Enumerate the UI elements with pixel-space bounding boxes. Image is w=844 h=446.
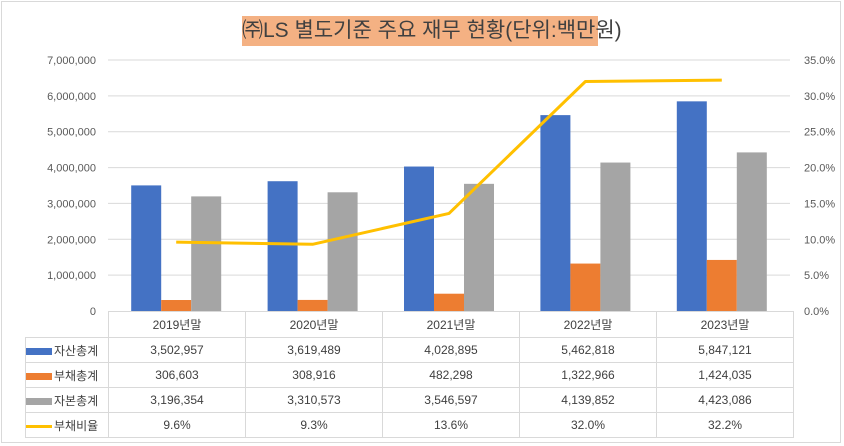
line-부채비율 xyxy=(176,78,722,246)
table-row: 자본총계 3,196,354 3,310,573 3,546,597 4,139,852… xyxy=(25,387,794,413)
y-left-tick-label: 3,000,000 xyxy=(47,198,96,210)
data-cell: 13.6% xyxy=(382,412,520,438)
y-left-tick-label: 6,000,000 xyxy=(47,91,96,103)
series-name: 부채비율 xyxy=(54,418,99,433)
legend-key-icon xyxy=(26,372,52,380)
y-right-tick-label: 35.0% xyxy=(804,55,835,67)
legend-cell: 자본총계 xyxy=(25,387,109,413)
legend-key-icon xyxy=(26,347,52,355)
y-right-tick-label: 30.0% xyxy=(804,91,835,103)
series-name: 자본총계 xyxy=(54,393,99,408)
data-cell: 1,424,035 xyxy=(656,362,794,388)
y-right-tick-label: 5.0% xyxy=(804,270,829,282)
y-right-tick-label: 15.0% xyxy=(804,198,835,210)
category-label: 2019년말 xyxy=(108,311,246,338)
data-cell: 4,139,852 xyxy=(519,387,657,413)
data-cell: 3,310,573 xyxy=(245,387,383,413)
data-cell: 482,298 xyxy=(382,362,520,388)
legend-key-icon xyxy=(26,424,52,428)
y-right-tick-label: 20.0% xyxy=(804,163,835,175)
bar-부채총계 xyxy=(297,299,328,311)
y-left-tick-label: 1,000,000 xyxy=(47,270,96,282)
bar-자산총계 xyxy=(540,115,571,311)
category-label: 2020년말 xyxy=(245,311,383,338)
table-row: 자산총계 3,502,957 3,619,489 4,028,895 5,462,818… xyxy=(25,337,794,363)
data-cell: 4,028,895 xyxy=(382,337,520,363)
category-label: 2022년말 xyxy=(519,311,657,338)
series-name: 자산총계 xyxy=(54,343,99,358)
legend-cell: 부채비율 xyxy=(25,412,109,438)
data-cell: 3,196,354 xyxy=(108,387,246,413)
data-cell: 32.0% xyxy=(519,412,657,438)
y-left-tick-label: 7,000,000 xyxy=(47,55,96,67)
data-cell: 9.6% xyxy=(108,412,246,438)
chart-title: ㈜LS 별도기준 주요 재무 현황(단위:백만원) xyxy=(242,16,622,46)
category-label: 2023년말 xyxy=(656,311,794,338)
legend-cell: 부채총계 xyxy=(25,362,109,388)
data-cell: 5,847,121 xyxy=(656,337,794,363)
table-row: 부채총계 306,603 308,916 482,298 1,322,966 1,424,… xyxy=(25,362,794,388)
legend-cell: 자산총계 xyxy=(25,337,109,363)
data-cell: 32.2% xyxy=(656,412,794,438)
data-cell: 1,322,966 xyxy=(519,362,657,388)
data-cell: 3,619,489 xyxy=(245,337,383,363)
bar-부채총계 xyxy=(161,300,192,311)
data-cell: 4,423,086 xyxy=(656,387,794,413)
bar-자산총계 xyxy=(404,166,434,311)
data-cell: 308,916 xyxy=(245,362,383,388)
data-cell: 9.3% xyxy=(245,412,383,438)
bar-자산총계 xyxy=(267,181,298,311)
data-cell: 306,603 xyxy=(108,362,246,388)
data-cell: 5,462,818 xyxy=(519,337,657,363)
y-right-tick-label: 0.0% xyxy=(804,306,829,318)
data-cell: 3,502,957 xyxy=(108,337,246,363)
bar-자본총계 xyxy=(464,183,494,311)
bar-자본총계 xyxy=(191,196,222,311)
bar-부채총계 xyxy=(434,293,464,311)
bar-자본총계 xyxy=(736,152,767,311)
bar-자산총계 xyxy=(131,185,162,311)
y-left-tick-label: 2,000,000 xyxy=(47,234,96,246)
table-header-row: 2019년말 2020년말 2021년말 2022년말 2023년말 xyxy=(25,311,794,338)
bar-부채총계 xyxy=(570,263,601,311)
y-left-tick-label: 4,000,000 xyxy=(47,163,96,175)
bar-자산총계 xyxy=(676,101,707,311)
bar-부채총계 xyxy=(706,259,737,311)
y-right-tick-label: 10.0% xyxy=(804,234,835,246)
category-label: 2021년말 xyxy=(382,311,520,338)
table-row: 부채비율 9.6% 9.3% 13.6% 32.0% 32.2% xyxy=(25,412,794,438)
bar-자본총계 xyxy=(327,192,358,311)
legend-key-icon xyxy=(26,397,52,405)
y-left-tick-label: 5,000,000 xyxy=(47,127,96,139)
y-right-tick-label: 25.0% xyxy=(804,127,835,139)
series-name: 부채총계 xyxy=(54,368,99,383)
data-cell: 3,546,597 xyxy=(382,387,520,413)
bar-자본총계 xyxy=(600,162,631,311)
corner-cell xyxy=(25,311,109,338)
